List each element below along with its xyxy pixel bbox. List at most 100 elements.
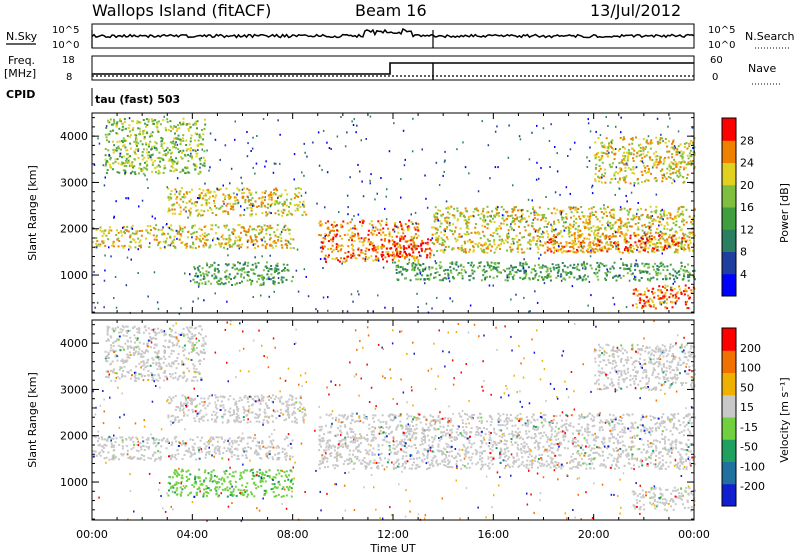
- data-cell: [272, 247, 274, 249]
- data-cell: [593, 240, 595, 242]
- data-cell: [160, 123, 162, 125]
- data-cell: [617, 231, 619, 233]
- data-cell: [541, 236, 543, 238]
- speckle-cell: [353, 124, 355, 126]
- data-cell: [652, 266, 654, 268]
- data-cell: [172, 167, 174, 169]
- data-cell: [118, 458, 120, 460]
- data-cell: [483, 235, 485, 237]
- data-cell: [152, 455, 154, 457]
- data-cell: [188, 128, 190, 130]
- data-cell: [187, 167, 189, 169]
- speckle-cell: [590, 294, 592, 296]
- data-cell: [278, 282, 280, 284]
- data-cell: [171, 204, 173, 206]
- data-cell: [640, 147, 642, 149]
- data-cell: [187, 160, 189, 162]
- data-cell: [218, 189, 220, 191]
- data-cell: [683, 168, 685, 170]
- data-cell: [333, 230, 335, 232]
- data-cell: [330, 248, 332, 250]
- speckle-cell: [649, 226, 651, 228]
- speckle-cell: [204, 183, 206, 185]
- colorbar-segment: [722, 207, 736, 230]
- colorbar-segment: [722, 229, 736, 252]
- data-cell: [241, 281, 243, 283]
- data-cell: [687, 174, 689, 176]
- data-cell: [471, 232, 473, 234]
- data-cell: [186, 124, 188, 126]
- data-cell: [271, 197, 273, 199]
- data-cell: [672, 243, 674, 245]
- data-cell: [649, 222, 651, 224]
- data-cell: [370, 243, 372, 245]
- data-cell: [198, 140, 200, 142]
- data-cell: [558, 243, 560, 245]
- speckle-cell: [662, 218, 664, 220]
- data-cell: [641, 263, 643, 265]
- data-cell: [106, 136, 108, 138]
- speckle-cell: [525, 221, 527, 223]
- data-cell: [417, 261, 419, 263]
- data-cell: [273, 189, 275, 191]
- speckle-cell: [645, 242, 647, 244]
- data-cell: [490, 250, 492, 252]
- data-cell: [656, 228, 658, 230]
- data-cell: [209, 196, 211, 198]
- data-cell: [240, 246, 242, 248]
- data-cell: [692, 231, 694, 233]
- data-cell: [460, 228, 462, 230]
- data-cell: [377, 220, 379, 222]
- data-cell: [130, 437, 132, 439]
- noise-right-tick-top: 10^5: [708, 25, 735, 36]
- speckle-cell: [294, 178, 296, 180]
- data-cell: [481, 213, 483, 215]
- data-cell: [370, 241, 372, 243]
- data-cell: [174, 236, 176, 238]
- data-cell: [158, 229, 160, 231]
- data-cell: [160, 137, 162, 139]
- data-cell: [575, 207, 577, 209]
- data-cell: [153, 440, 155, 442]
- data-cell: [472, 273, 474, 275]
- data-cell: [578, 269, 580, 271]
- data-cell: [586, 238, 588, 240]
- data-cell: [690, 140, 692, 142]
- data-cell: [656, 265, 658, 267]
- data-cell: [143, 459, 145, 461]
- data-cell: [666, 228, 668, 230]
- data-cell: [672, 306, 674, 308]
- data-cell: [465, 207, 467, 209]
- data-cell: [569, 250, 571, 252]
- data-cell: [611, 178, 613, 180]
- data-cell: [192, 449, 194, 451]
- data-cell: [404, 251, 406, 253]
- speckle-cell: [198, 298, 200, 300]
- data-cell: [605, 235, 607, 237]
- data-cell: [627, 214, 629, 216]
- data-cell: [274, 454, 276, 456]
- data-cell: [483, 215, 485, 217]
- data-cell: [413, 242, 415, 244]
- data-cell: [321, 224, 323, 226]
- data-cell: [284, 270, 286, 272]
- speckle-cell: [642, 161, 644, 163]
- speckle-cell: [449, 297, 451, 299]
- data-cell: [108, 229, 110, 231]
- speckle-cell: [304, 152, 306, 154]
- data-cell: [467, 228, 469, 230]
- data-cell: [595, 157, 597, 159]
- speckle-cell: [154, 147, 156, 149]
- data-cell: [659, 221, 661, 223]
- data-cell: [641, 225, 643, 227]
- data-cell: [641, 277, 643, 279]
- data-cell: [612, 233, 614, 235]
- data-cell: [105, 165, 107, 167]
- speckle-cell: [607, 125, 609, 127]
- data-cell: [95, 436, 97, 438]
- data-cell: [683, 181, 685, 183]
- data-cell: [213, 200, 215, 202]
- speckle-cell: [403, 130, 405, 132]
- data-cell: [525, 275, 527, 277]
- data-cell: [660, 213, 662, 215]
